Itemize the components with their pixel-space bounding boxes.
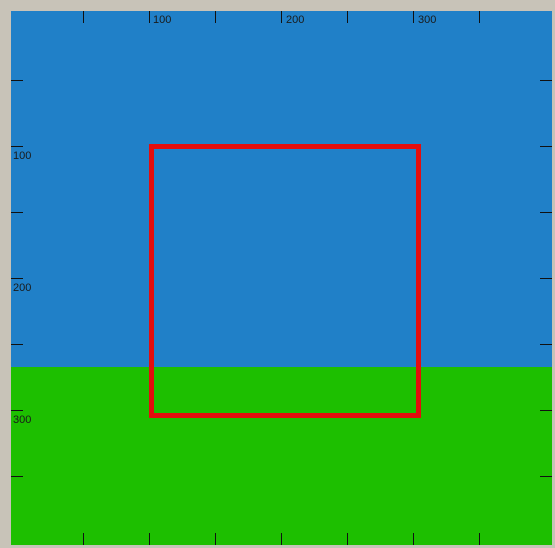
ruler-x-label-200: 200 [286, 14, 305, 26]
ruler-top-tick [83, 11, 84, 23]
ruler-x-label-300: 300 [418, 14, 437, 26]
ruler-bottom-tick [479, 533, 480, 545]
ruler-bottom-tick [413, 533, 414, 545]
ruler-y-label-100: 100 [13, 150, 32, 162]
ruler-left-tick [11, 212, 23, 213]
ruler-top-tick [281, 11, 282, 23]
red-rectangle[interactable] [149, 144, 421, 418]
ground-region [11, 367, 552, 545]
ruler-bottom-tick [215, 533, 216, 545]
ruler-bottom-tick [281, 533, 282, 545]
ruler-top-tick [479, 11, 480, 23]
ruler-bottom-tick [149, 533, 150, 545]
ruler-x-label-100: 100 [153, 14, 172, 26]
ruler-bottom-tick [83, 533, 84, 545]
ruler-left-tick [11, 410, 23, 411]
ruler-right-tick [540, 344, 552, 345]
ruler-top-tick [413, 11, 414, 23]
ruler-right-tick [540, 476, 552, 477]
ruler-y-label-300: 300 [13, 414, 32, 426]
ruler-right-tick [540, 212, 552, 213]
drawing-canvas[interactable]: 100 200 300 100 200 300 [11, 11, 552, 545]
ruler-right-tick [540, 146, 552, 147]
ruler-top-tick [347, 11, 348, 23]
ruler-y-label-200: 200 [13, 282, 32, 294]
ruler-right-tick [540, 278, 552, 279]
ruler-left-tick [11, 80, 23, 81]
ruler-top-tick [215, 11, 216, 23]
ruler-left-tick [11, 476, 23, 477]
ruler-left-tick [11, 146, 23, 147]
ruler-bottom-tick [347, 533, 348, 545]
ruler-left-tick [11, 344, 23, 345]
ruler-top-tick [149, 11, 150, 23]
ruler-right-tick [540, 410, 552, 411]
ruler-left-tick [11, 278, 23, 279]
ruler-right-tick [540, 80, 552, 81]
